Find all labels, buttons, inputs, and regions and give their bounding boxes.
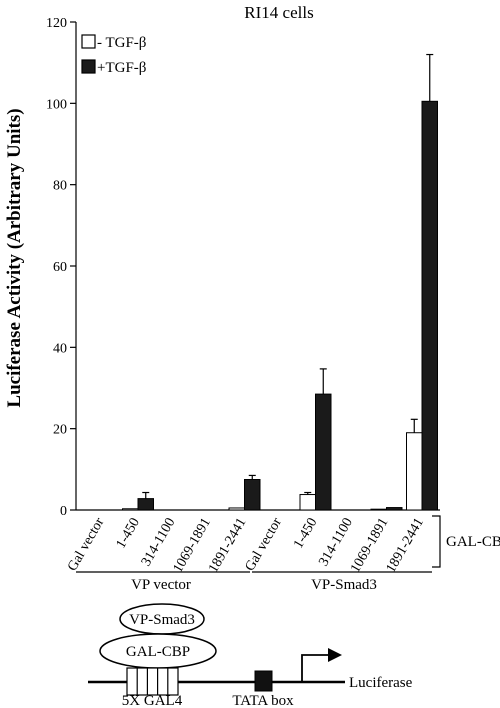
y-tick-label: 0 (60, 504, 67, 519)
vp-smad3-label: VP-Smad3 (129, 612, 195, 628)
y-ticks: 0 20 40 60 80 100 120 (46, 16, 76, 519)
legend-swatch-plus-tgf (81, 59, 96, 74)
bar-plus-tgf (244, 479, 261, 511)
category-labels: Gal vector 1-450314-11001069-18911891-244… (65, 515, 427, 575)
y-tick-label: 80 (53, 179, 67, 194)
bar-plus-tgf (421, 100, 438, 511)
y-tick-label: 20 (53, 423, 67, 438)
legend-swatch-minus-tgf (81, 34, 96, 49)
category-label: 314-1100 (316, 516, 356, 570)
bar-minus-tgf (370, 508, 387, 511)
y-tick-label: 40 (53, 341, 67, 356)
bar-minus-tgf (299, 494, 316, 511)
group-label-vp-smad3: VP-Smad3 (311, 577, 377, 593)
category-label: Gal vector (243, 515, 286, 574)
bar-minus-tgf (406, 432, 423, 511)
gal4-site-dividers (136, 668, 169, 695)
category-label: 1-450 (291, 516, 320, 552)
gal4-sites-box (126, 667, 179, 696)
bars (122, 53, 438, 511)
bar-plus-tgf (315, 393, 332, 511)
group-label-vp-vector: VP vector (131, 577, 191, 593)
gal-cbp-label: GAL-CBP (126, 644, 190, 660)
y-axis-label: Luciferase Activity (Arbitrary Units) (4, 108, 25, 407)
axes (75, 22, 440, 511)
gal4-label: 5X GAL4 (122, 693, 183, 708)
tata-label: TATA box (232, 693, 294, 708)
chart-title: RI14 cells (244, 3, 313, 22)
y-tick-label: 100 (46, 97, 67, 112)
promoter-diagram: VP-Smad3 GAL-CBP 5X GAL4 TATA box Lucife… (88, 603, 413, 708)
category-label: 1-450 (114, 516, 143, 552)
transcription-arrow-head (328, 648, 342, 662)
bar-plus-tgf (386, 507, 403, 511)
tata-box (254, 670, 273, 692)
legend-label-plus-tgf: +TGF-β (97, 60, 146, 76)
bar-minus-tgf (122, 508, 139, 511)
bar-plus-tgf (137, 498, 154, 511)
bracket-label: GAL-CBP (446, 534, 500, 550)
legend-label-minus-tgf: - TGF-β (97, 35, 146, 51)
category-label: 314-1100 (139, 516, 179, 570)
luciferase-label: Luciferase (349, 675, 413, 691)
bar-minus-tgf (228, 507, 245, 511)
transcription-arrow (301, 654, 328, 682)
y-tick-label: 120 (46, 16, 67, 31)
gal-cbp-bracket (432, 515, 441, 568)
legend: - TGF-β +TGF-β (81, 34, 146, 76)
category-label: Gal vector (65, 515, 108, 574)
y-tick-label: 60 (53, 260, 67, 275)
